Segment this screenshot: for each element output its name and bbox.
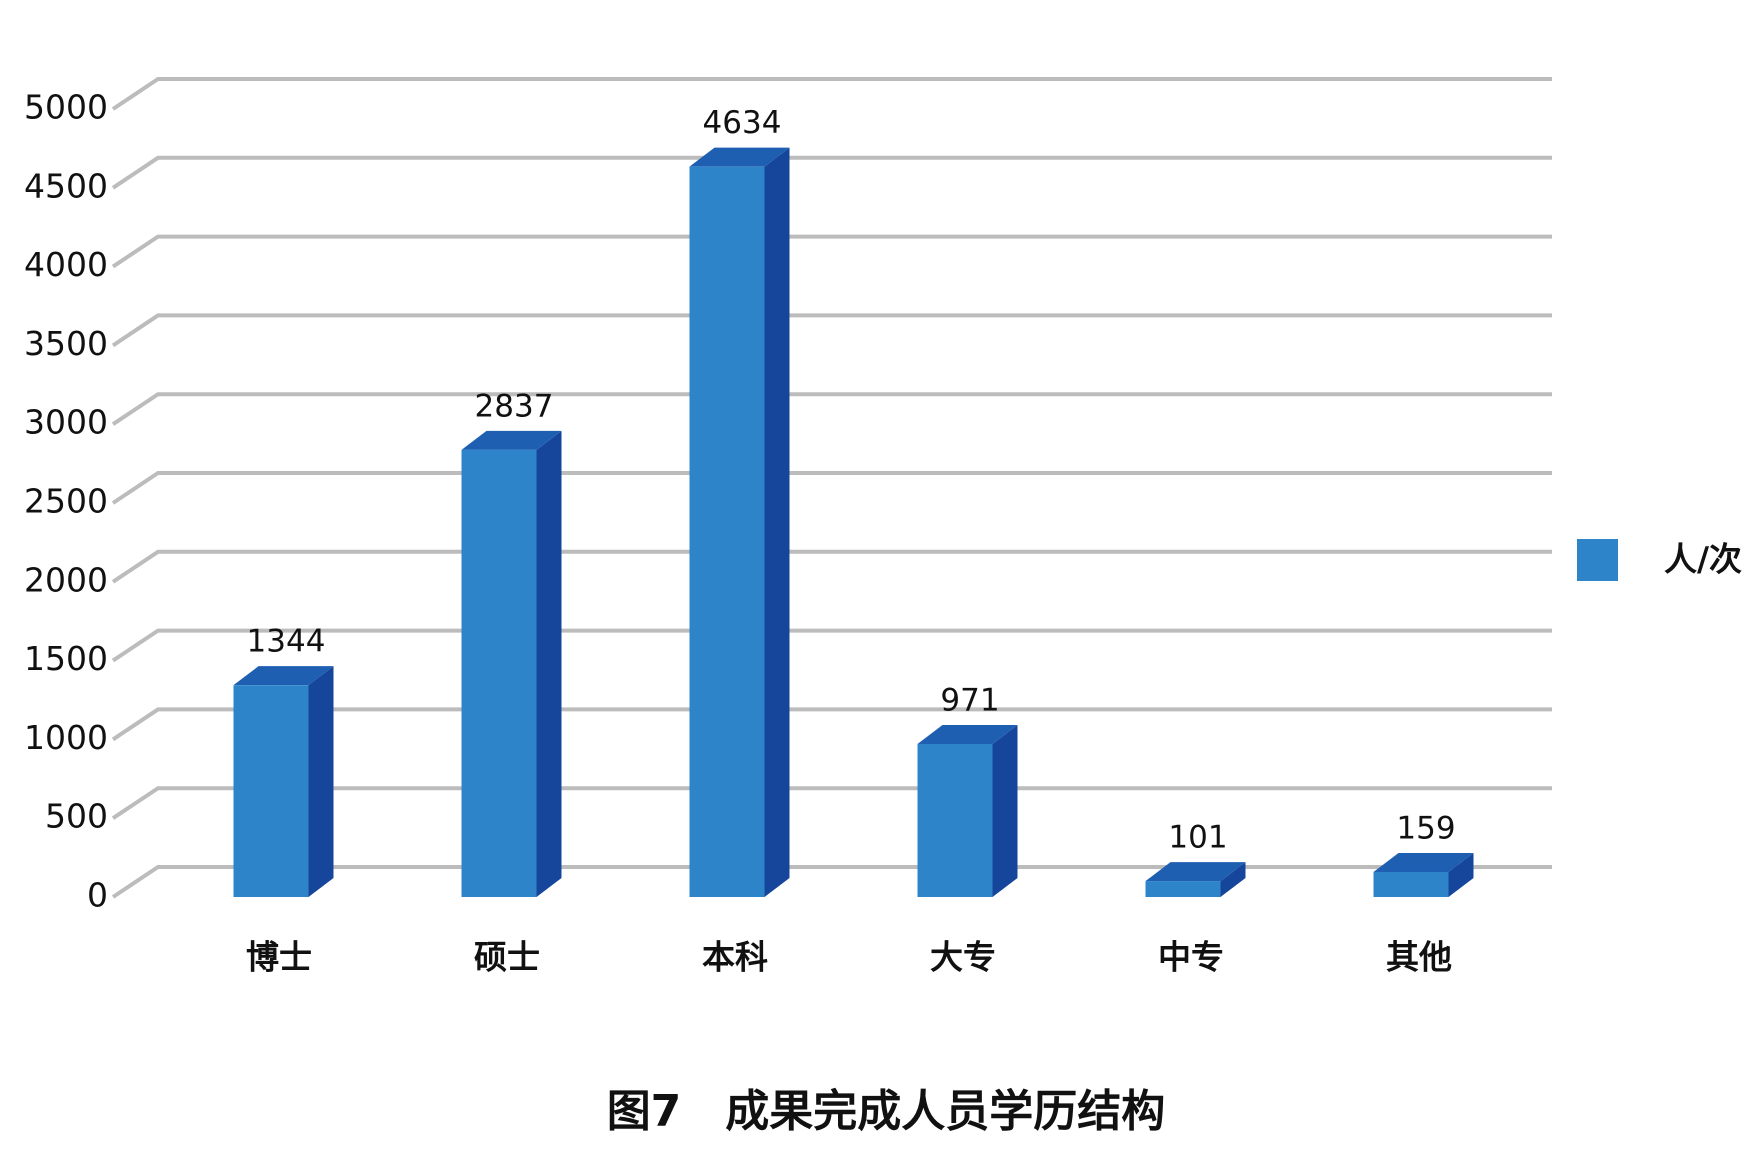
y-tick-label: 4000 (24, 245, 108, 284)
bar-side (1220, 862, 1246, 897)
bar-side (1448, 852, 1474, 897)
x-tick-label: 博士 (246, 938, 312, 977)
chart-title: 图7 成果完成人员学历结构 (607, 1086, 1166, 1137)
value-label: 101 (1168, 820, 1227, 856)
grid-line (111, 865, 1552, 899)
bar-side (308, 666, 334, 897)
bar-front (461, 449, 537, 897)
bar-front (689, 166, 765, 898)
bar-top (233, 666, 334, 686)
grid-line (111, 234, 1552, 269)
x-tick-label: 大专 (930, 938, 996, 977)
grid-line (111, 392, 1552, 426)
legend-label: 人/次 (1664, 540, 1742, 579)
grid-line (111, 707, 1552, 742)
grid-line (111, 628, 1552, 663)
grid-line (111, 549, 1552, 584)
y-tick-label: 500 (45, 797, 108, 836)
grid-line (111, 471, 1552, 505)
y-tick-label: 3500 (24, 324, 108, 363)
x-tick-label: 中专 (1158, 938, 1224, 977)
value-label: 2837 (475, 388, 554, 424)
bar-top (461, 430, 562, 450)
x-tick-label: 本科 (702, 938, 768, 977)
bar (1145, 862, 1246, 897)
grid-line (111, 786, 1552, 820)
bar-side (764, 147, 790, 898)
bar (917, 724, 1018, 897)
value-label: 4634 (703, 105, 782, 141)
legend-swatch (1577, 539, 1618, 581)
y-tick-label: 1500 (24, 639, 108, 678)
y-tick-label: 2500 (24, 482, 108, 521)
y-tick-label: 5000 (24, 88, 108, 127)
y-tick-label: 4500 (24, 166, 108, 205)
y-tick-label: 1000 (24, 718, 108, 757)
value-label: 1344 (247, 624, 326, 660)
grid-line (111, 313, 1552, 348)
bar-top (917, 724, 1018, 744)
grid-line (111, 77, 1552, 111)
bar-side (536, 430, 562, 897)
y-tick-label: 2000 (24, 560, 108, 599)
bar-top (1145, 862, 1246, 882)
y-tick-label: 0 (87, 876, 108, 915)
bar-top (1373, 852, 1474, 872)
y-tick-label: 3000 (24, 403, 108, 442)
bar-side (992, 724, 1018, 897)
bar (461, 430, 562, 897)
bar-front (233, 685, 309, 897)
x-tick-label: 硕士 (474, 938, 540, 977)
bar (689, 147, 790, 898)
bar (233, 666, 334, 897)
grid-line (111, 155, 1552, 190)
x-tick-label: 其他 (1386, 938, 1452, 977)
bar-front (917, 743, 993, 897)
value-label: 971 (940, 682, 999, 718)
bar-front (1373, 871, 1449, 897)
bar (1373, 852, 1474, 897)
bar-top (689, 147, 790, 167)
bar-front (1145, 881, 1221, 897)
value-label: 159 (1396, 810, 1455, 846)
